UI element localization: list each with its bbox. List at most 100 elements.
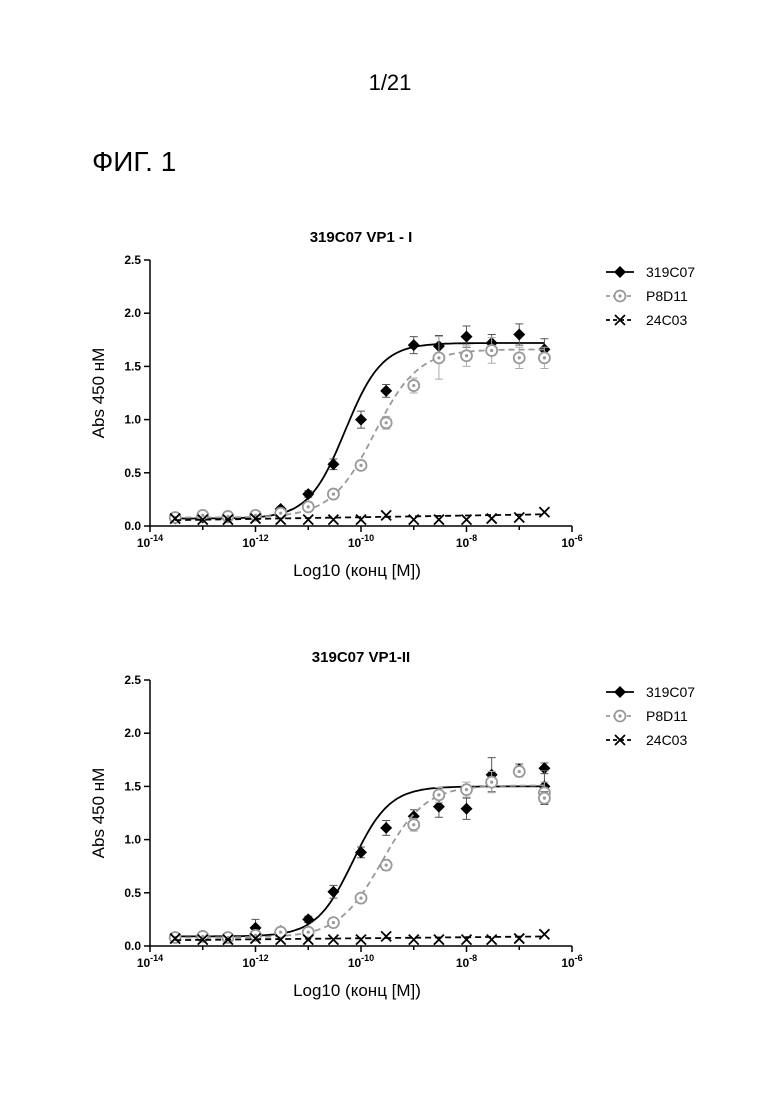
x-tick-label: 10-12 [242, 533, 268, 550]
data-point [356, 935, 366, 945]
y-tick-label: 1.0 [124, 833, 141, 847]
data-point [328, 489, 339, 500]
data-point [356, 515, 366, 525]
fit-curve-p8d11 [175, 349, 544, 517]
data-point [539, 352, 550, 363]
legend-marker [614, 266, 626, 278]
x-tick-label: 10-14 [137, 533, 163, 550]
data-point [302, 913, 314, 925]
legend-marker [615, 711, 626, 722]
data-point [408, 380, 419, 391]
data-point-dot [465, 354, 468, 357]
x-axis-label: Log10 (конц [M]) [293, 981, 421, 1000]
y-axis-label: Abs 450 нМ [89, 768, 108, 859]
x-tick-label: 10-6 [561, 953, 582, 970]
data-point [302, 488, 314, 500]
data-point-dot [307, 505, 310, 508]
data-point [409, 515, 419, 525]
data-point [328, 935, 338, 945]
chart-vp1-i: 319C07 VP1 - I0.00.51.01.52.02.510-1410-… [60, 220, 760, 580]
data-point [408, 819, 419, 830]
data-point-dot [359, 464, 362, 467]
data-point-dot [543, 797, 546, 800]
data-point-dot [332, 921, 335, 924]
figure-label: ФИГ. 1 [92, 146, 176, 178]
data-point-dot [437, 793, 440, 796]
data-point-dot [490, 781, 493, 784]
data-point [539, 929, 549, 939]
legend-marker [614, 686, 626, 698]
data-point [487, 935, 497, 945]
x-tick-label: 10-8 [456, 533, 477, 550]
series-p8d11 [170, 337, 550, 523]
data-point [461, 350, 472, 361]
data-point [381, 510, 391, 520]
fit-curve-319c07 [175, 786, 544, 936]
fit-curve-p8d11 [175, 785, 544, 937]
data-point-dot [412, 823, 415, 826]
data-point [381, 860, 392, 871]
x-tick-label: 10-6 [561, 533, 582, 550]
data-point-dot [279, 512, 282, 515]
data-point [461, 784, 472, 795]
data-point [328, 917, 339, 928]
data-point [380, 822, 392, 834]
data-point [356, 460, 367, 471]
y-axis-label: Abs 450 нМ [89, 348, 108, 439]
data-point [355, 414, 367, 426]
x-axis-label: Log10 (конц [M]) [293, 561, 421, 580]
data-point [303, 501, 314, 512]
data-point [513, 328, 525, 340]
data-point [434, 935, 444, 945]
data-point-dot [201, 514, 204, 517]
y-tick-label: 1.5 [124, 779, 141, 793]
y-tick-label: 0.0 [124, 519, 141, 533]
legend-label: 24C03 [646, 312, 687, 328]
x-tick-label: 10-10 [348, 953, 374, 970]
data-point [380, 385, 392, 397]
data-point [433, 789, 444, 800]
x-tick-label: 10-8 [456, 953, 477, 970]
data-point [409, 935, 419, 945]
data-point [461, 803, 473, 815]
data-point-dot [385, 864, 388, 867]
y-tick-label: 0.0 [124, 939, 141, 953]
legend-item-319c07: 319C07 [606, 684, 695, 700]
legend-item-24c03: 24C03 [606, 312, 687, 328]
data-point-dot [412, 384, 415, 387]
y-tick-label: 0.5 [124, 466, 141, 480]
chart-vp1-ii: 319C07 VP1-II0.00.51.01.52.02.510-1410-1… [60, 640, 760, 1000]
legend-marker-dot [618, 714, 621, 717]
data-point-dot [385, 421, 388, 424]
legend-item-24c03: 24C03 [606, 732, 687, 748]
legend-label: P8D11 [646, 708, 688, 724]
data-point [222, 932, 233, 943]
data-point [514, 352, 525, 363]
x-tick-label: 10-12 [242, 953, 268, 970]
legend-item-p8d11: P8D11 [606, 708, 688, 724]
data-point [381, 931, 391, 941]
data-point [486, 345, 497, 356]
data-point-dot [490, 349, 493, 352]
data-point [356, 893, 367, 904]
legend-label: 24C03 [646, 732, 687, 748]
y-tick-label: 2.0 [124, 726, 141, 740]
data-point [461, 331, 473, 343]
data-point-dot [518, 770, 521, 773]
data-point-dot [465, 788, 468, 791]
legend-label: 319C07 [646, 684, 695, 700]
legend-item-p8d11: P8D11 [606, 288, 688, 304]
data-point [487, 514, 497, 524]
y-tick-label: 2.5 [124, 673, 141, 687]
data-point [486, 777, 497, 788]
data-point [433, 352, 444, 363]
data-point [462, 935, 472, 945]
data-point-dot [518, 356, 521, 359]
x-tick-label: 10-14 [137, 953, 163, 970]
fit-curve-319c07 [175, 343, 544, 519]
chart-title: 319C07 VP1 - I [310, 229, 413, 246]
data-point-dot [307, 931, 310, 934]
legend-marker [615, 291, 626, 302]
data-point [539, 793, 550, 804]
x-tick-label: 10-10 [348, 533, 374, 550]
